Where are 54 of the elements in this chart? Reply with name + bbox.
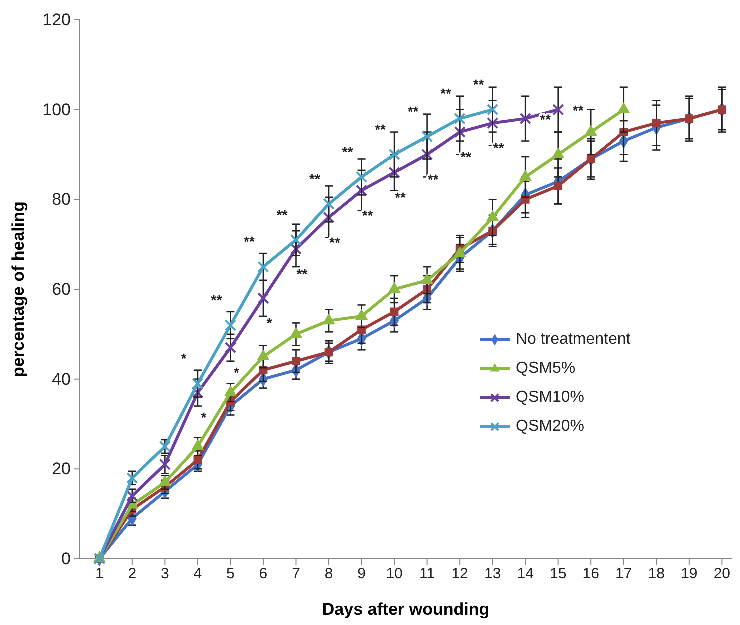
legend-label: QSM5%	[516, 360, 576, 378]
x-tick-label: 12	[452, 566, 468, 583]
annotation: *	[234, 364, 240, 381]
x-tick-label: 17	[616, 566, 632, 583]
annotation: **	[493, 140, 505, 156]
y-tick-label: 40	[52, 370, 71, 389]
y-axis-title: percentage of healing	[9, 202, 28, 378]
annotation: **	[428, 171, 440, 188]
x-tick-label: 4	[194, 566, 202, 583]
x-tick-label: 20	[714, 566, 731, 583]
x-tick-label: 7	[292, 566, 300, 583]
annotation: **	[572, 102, 584, 119]
y-tick-label: 20	[52, 460, 71, 479]
y-tick-label: 0	[62, 549, 71, 568]
x-tick-label: 14	[517, 566, 534, 583]
x-tick-label: 16	[582, 566, 600, 583]
annotation: **	[244, 234, 256, 250]
x-tick-label: 2	[128, 566, 137, 583]
y-tick-label: 120	[42, 10, 71, 30]
x-tick-label: 8	[324, 566, 334, 583]
legend-label: QSM10%	[516, 389, 584, 406]
x-tick-label: 19	[681, 566, 698, 583]
annotation: **	[408, 103, 420, 120]
x-tick-label: 13	[484, 566, 502, 583]
annotation: **	[342, 144, 354, 160]
annotation: **	[395, 189, 407, 206]
annotation: **	[473, 76, 485, 93]
annotation: **	[296, 266, 308, 282]
x-tick-label: 1	[95, 566, 104, 583]
annotation: **	[440, 86, 452, 102]
annotation: **	[310, 170, 321, 187]
annotation: **	[211, 292, 223, 308]
x-tick-label: 6	[259, 566, 268, 583]
annotation: *	[266, 315, 273, 332]
annotation: **	[330, 234, 341, 250]
annotation: **	[375, 121, 387, 138]
x-tick-label: 18	[648, 566, 665, 583]
annotation: **	[276, 206, 288, 223]
x-tick-label: 10	[386, 566, 403, 583]
annotation: **	[362, 207, 374, 224]
annotation: *	[181, 350, 188, 367]
x-tick-label: 3	[161, 566, 170, 583]
legend-label: No treatmentent	[516, 331, 632, 348]
y-tick-label: 100	[42, 100, 71, 120]
x-tick-label: 15	[550, 566, 567, 583]
legend-label: QSM20%	[516, 418, 584, 436]
x-axis-title: Days after wounding	[322, 600, 490, 619]
annotation: **	[540, 112, 552, 128]
x-tick-label: 9	[358, 566, 366, 583]
y-tick-label: 60	[52, 280, 71, 299]
x-tick-label: 11	[420, 566, 436, 583]
annotation: *	[201, 410, 208, 426]
x-tick-label: 5	[226, 566, 235, 583]
y-tick-label: 80	[52, 190, 71, 210]
